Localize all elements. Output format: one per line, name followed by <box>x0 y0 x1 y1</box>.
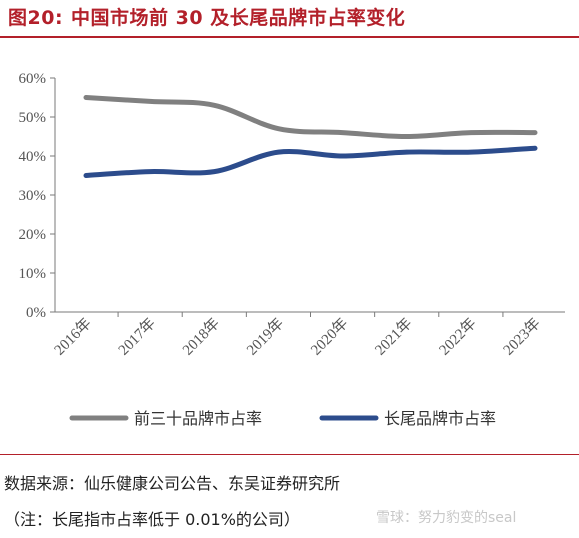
x-tick-label: 2016年 <box>51 315 95 359</box>
y-tick-label: 50% <box>19 110 47 126</box>
y-tick-label: 10% <box>19 266 47 282</box>
footnote: （注：长尾指市占率低于 0.01%的公司） <box>4 510 300 529</box>
figure-title: 图20: 中国市场前 30 及长尾品牌市占率变化 <box>8 4 413 32</box>
figure-title-text: 中国市场前 30 及长尾品牌市占率变化 <box>71 7 406 29</box>
x-tick-label: 2023年 <box>500 315 544 359</box>
title-divider <box>0 36 579 38</box>
x-tick-label: 2020年 <box>308 315 352 359</box>
x-tick-label: 2018年 <box>179 315 223 359</box>
y-tick-label: 30% <box>19 188 47 204</box>
y-tick-label: 0% <box>26 305 46 321</box>
footer-divider <box>0 454 579 455</box>
legend-label-1: 前三十品牌市占率 <box>134 409 262 428</box>
y-tick-label: 60% <box>19 71 47 87</box>
series-line-1 <box>83 95 538 140</box>
line-chart: 0% 10% 20% 30% 40% 50% 60% 2016年 2017年 2018年 2019年… <box>19 71 565 428</box>
watermark: 雪球：努力豹变的seal <box>376 510 517 526</box>
series-line-2 <box>83 145 538 178</box>
y-tick-label: 40% <box>19 149 47 165</box>
x-tick-label: 2017年 <box>115 315 159 359</box>
source-note: 数据来源：仙乐健康公司公告、东吴证券研究所 <box>4 474 341 493</box>
x-tick-label: 2022年 <box>436 315 480 359</box>
figure-label: 图20: <box>8 7 64 29</box>
x-tick-label: 2021年 <box>372 315 416 359</box>
y-tick-label: 20% <box>19 227 47 243</box>
x-tick-label: 2019年 <box>243 315 287 359</box>
legend-label-2: 长尾品牌市占率 <box>384 409 496 428</box>
